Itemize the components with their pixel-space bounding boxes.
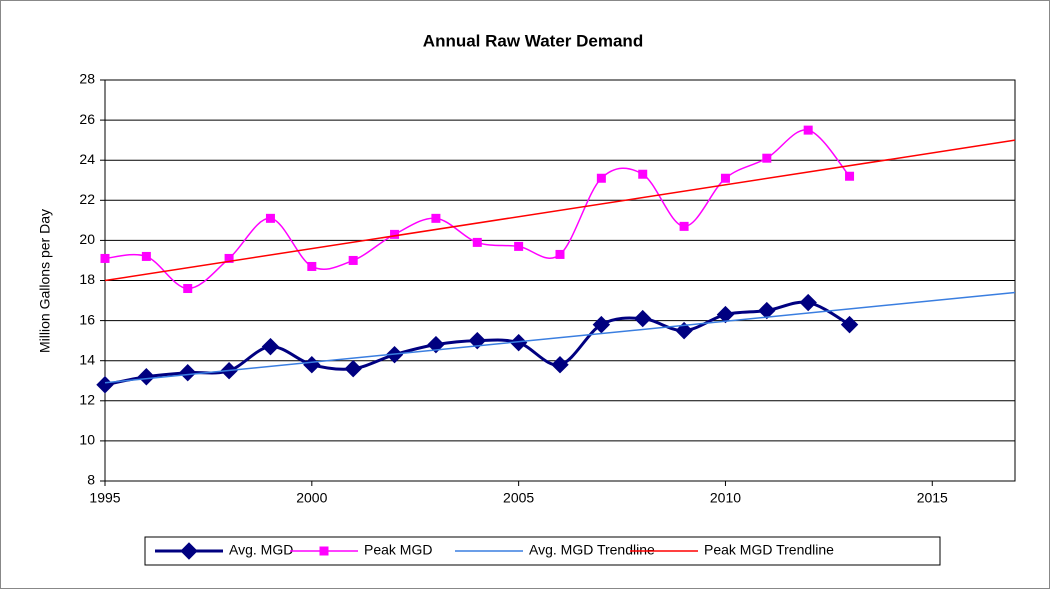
marker xyxy=(592,315,611,334)
marker xyxy=(348,255,358,265)
marker xyxy=(390,229,400,239)
marker xyxy=(555,249,565,259)
marker xyxy=(100,253,110,263)
x-tick-label: 2005 xyxy=(503,490,534,506)
marker xyxy=(596,173,606,183)
y-axis-label: Million Gallons per Day xyxy=(37,209,53,353)
marker xyxy=(803,125,813,135)
y-tick-label: 18 xyxy=(79,271,95,287)
y-tick-label: 8 xyxy=(87,472,95,488)
series-line xyxy=(104,291,1016,384)
legend-marker xyxy=(180,542,198,560)
marker xyxy=(720,173,730,183)
y-tick-label: 16 xyxy=(79,311,95,327)
legend-box xyxy=(144,536,941,566)
marker xyxy=(344,360,362,378)
marker xyxy=(758,301,776,320)
x-tick-label: 2015 xyxy=(917,490,948,506)
x-tick-label: 2000 xyxy=(296,490,327,506)
y-tick-label: 20 xyxy=(79,231,95,247)
marker xyxy=(675,321,693,340)
marker xyxy=(261,337,280,356)
y-tick-label: 26 xyxy=(79,111,95,127)
legend-label: Avg. MGD xyxy=(229,542,293,558)
marker xyxy=(509,333,528,352)
chart-title: Annual Raw Water Demand xyxy=(423,31,643,50)
marker xyxy=(634,309,652,328)
marker xyxy=(840,315,859,334)
marker xyxy=(551,356,569,374)
marker xyxy=(679,221,689,231)
marker xyxy=(183,284,193,294)
marker xyxy=(845,171,855,181)
legend-label: Peak MGD Trendline xyxy=(704,542,834,558)
marker xyxy=(427,335,445,354)
marker xyxy=(468,331,486,350)
marker xyxy=(265,213,275,223)
marker xyxy=(472,237,482,247)
y-tick-label: 10 xyxy=(79,432,95,448)
marker xyxy=(799,293,817,312)
y-tick-label: 14 xyxy=(79,351,95,367)
y-tick-label: 22 xyxy=(79,191,95,207)
marker xyxy=(431,213,441,223)
legend-label: Avg. MGD Trendline xyxy=(529,542,655,558)
legend-marker xyxy=(319,546,329,556)
marker xyxy=(224,253,234,263)
marker xyxy=(762,153,772,163)
y-tick-label: 28 xyxy=(79,71,95,87)
marker xyxy=(141,251,151,261)
y-tick-label: 12 xyxy=(79,392,95,408)
marker xyxy=(716,305,735,324)
series-line xyxy=(104,139,1016,282)
x-tick-label: 1995 xyxy=(89,490,120,506)
legend-label: Peak MGD xyxy=(364,542,432,558)
marker xyxy=(514,241,524,251)
marker xyxy=(307,261,317,271)
y-tick-label: 24 xyxy=(79,151,95,167)
marker xyxy=(638,169,648,179)
marker xyxy=(179,364,197,382)
marker xyxy=(137,368,156,386)
x-tick-label: 2010 xyxy=(710,490,741,506)
